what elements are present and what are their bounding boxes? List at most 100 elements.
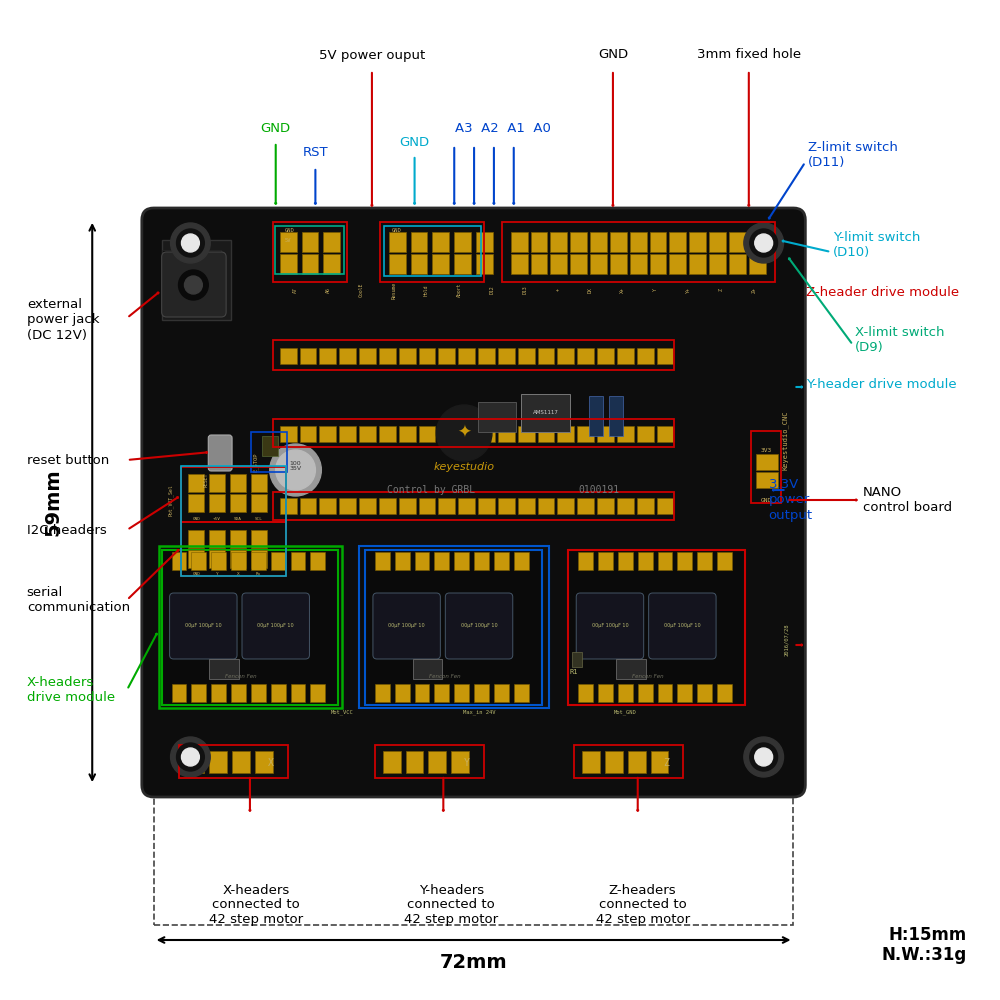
Text: Z-header drive module: Z-header drive module — [806, 286, 959, 298]
Text: DX: DX — [588, 287, 593, 293]
Text: Fencon Fen: Fencon Fen — [429, 674, 460, 680]
Bar — [617, 348, 634, 364]
Text: GND: GND — [285, 228, 294, 232]
Circle shape — [436, 405, 492, 461]
Text: 00µF 100µF 10: 00µF 100µF 10 — [388, 624, 425, 629]
Text: NANO
control board: NANO control board — [863, 486, 952, 514]
Text: ✦: ✦ — [457, 424, 471, 442]
Text: I2C headers: I2C headers — [27, 524, 107, 536]
Bar — [550, 254, 567, 274]
Text: Y+: Y+ — [686, 287, 691, 293]
Bar — [188, 530, 204, 548]
Text: 59mm: 59mm — [43, 469, 62, 536]
Text: Z: Z — [664, 758, 669, 768]
Bar — [476, 232, 493, 252]
Text: Z-limit switch
(D11): Z-limit switch (D11) — [808, 141, 898, 169]
Bar — [538, 348, 554, 364]
Bar — [756, 454, 778, 470]
Bar — [181, 466, 286, 576]
Bar — [432, 254, 449, 274]
Bar — [434, 684, 449, 702]
Bar — [181, 467, 286, 522]
Bar — [209, 494, 225, 512]
Bar — [255, 751, 273, 773]
Bar — [230, 530, 246, 548]
Bar — [273, 419, 674, 447]
Bar — [578, 552, 593, 570]
Bar — [209, 530, 225, 548]
Bar — [191, 552, 206, 570]
Text: +: + — [555, 289, 560, 291]
Bar — [384, 226, 481, 276]
Bar — [651, 751, 668, 773]
Bar — [709, 232, 726, 252]
Text: 00µF 100µF 10: 00µF 100µF 10 — [664, 624, 701, 629]
Text: 00µF 100µF 10: 00µF 100µF 10 — [461, 624, 497, 629]
Bar — [389, 232, 406, 252]
Bar — [751, 431, 781, 503]
Bar — [438, 426, 455, 442]
Bar — [494, 684, 509, 702]
Bar — [251, 684, 266, 702]
Bar — [302, 232, 318, 252]
Text: Pot_VOT_Sel: Pot_VOT_Sel — [168, 484, 173, 516]
Bar — [709, 254, 726, 274]
Bar — [291, 684, 305, 702]
FancyBboxPatch shape — [242, 593, 309, 659]
Circle shape — [755, 234, 773, 252]
Bar — [275, 226, 344, 274]
Bar — [432, 232, 449, 252]
Bar — [186, 751, 204, 773]
Bar — [209, 474, 225, 492]
Bar — [231, 552, 246, 570]
Text: 72mm: 72mm — [440, 952, 507, 972]
Bar — [617, 498, 634, 514]
Bar — [438, 348, 455, 364]
Bar — [339, 498, 356, 514]
Text: X-headers
connected to
42 step motor: X-headers connected to 42 step motor — [209, 884, 303, 926]
Bar — [232, 751, 250, 773]
Text: R1: R1 — [569, 669, 578, 675]
Bar — [172, 552, 186, 570]
Bar — [498, 498, 515, 514]
Bar — [638, 552, 653, 570]
Bar — [717, 684, 732, 702]
Bar — [597, 426, 614, 442]
Bar — [597, 348, 614, 364]
Bar — [323, 232, 340, 252]
FancyBboxPatch shape — [142, 208, 805, 797]
Bar — [577, 426, 594, 442]
Bar — [339, 426, 356, 442]
Bar — [271, 684, 286, 702]
Circle shape — [181, 234, 199, 252]
Text: keyestudio: keyestudio — [434, 462, 495, 472]
Bar — [677, 684, 692, 702]
Bar — [557, 498, 574, 514]
Text: Z+: Z+ — [751, 287, 756, 293]
Bar — [756, 472, 778, 488]
Text: GND: GND — [400, 135, 430, 148]
Bar — [617, 426, 634, 442]
Text: GND: GND — [192, 517, 200, 521]
Circle shape — [270, 444, 321, 496]
FancyBboxPatch shape — [445, 593, 513, 659]
Bar — [162, 250, 221, 315]
Bar — [729, 254, 746, 274]
Bar — [514, 684, 529, 702]
Bar — [251, 550, 267, 568]
Bar — [589, 396, 603, 436]
Bar — [359, 426, 376, 442]
Bar — [749, 254, 766, 274]
Circle shape — [184, 276, 202, 294]
Bar — [494, 552, 509, 570]
Bar — [300, 498, 316, 514]
Text: 3.3V
power
output: 3.3V power output — [769, 479, 813, 522]
Text: X+: X+ — [620, 287, 625, 293]
Bar — [577, 348, 594, 364]
Text: D12: D12 — [489, 286, 494, 294]
Bar — [658, 684, 672, 702]
Text: Control by GRBL: Control by GRBL — [387, 485, 475, 495]
Text: 100
35V: 100 35V — [289, 461, 302, 471]
Bar — [273, 492, 674, 520]
Bar — [211, 552, 226, 570]
